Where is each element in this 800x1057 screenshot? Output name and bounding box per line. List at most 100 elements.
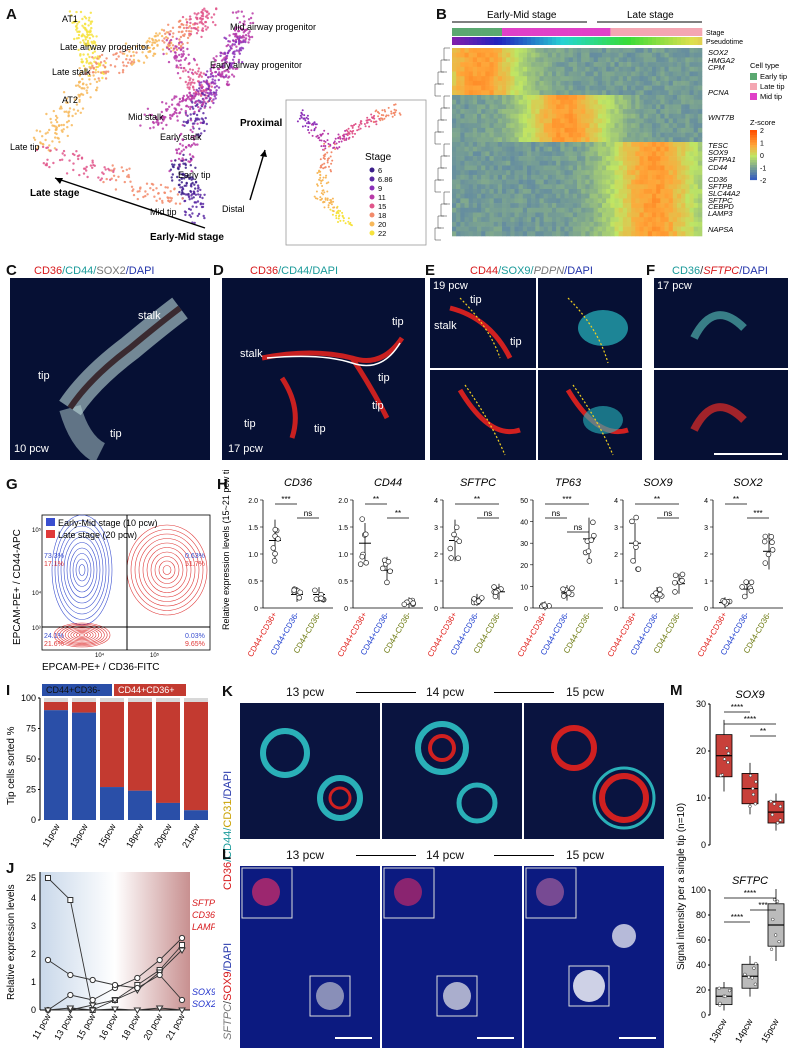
heatmap-cell — [681, 184, 686, 190]
umap-point — [82, 64, 86, 68]
heatmap-cell — [652, 57, 657, 63]
heatmap-cell — [677, 85, 682, 91]
heatmap-cell — [627, 198, 632, 204]
heatmap-cell — [589, 165, 594, 171]
umap-point — [235, 34, 238, 38]
umap-point — [81, 61, 84, 64]
heatmap-cell — [614, 212, 619, 218]
heatmap-cell — [697, 132, 703, 138]
heatmap-cell — [547, 132, 553, 138]
heatmap-cell — [527, 217, 532, 223]
umap-point — [128, 50, 131, 53]
heatmap-cell — [627, 207, 632, 213]
heatmap-cell — [656, 226, 661, 232]
heatmap-cell — [681, 80, 686, 86]
heatmap-cell — [468, 85, 474, 91]
heatmap-cell — [677, 179, 682, 185]
umap-point — [170, 46, 173, 50]
data-point — [384, 579, 390, 586]
stage-bar — [643, 28, 649, 36]
umap-point — [251, 21, 255, 25]
heatmap-cell — [522, 71, 528, 77]
heatmap-cell — [485, 142, 490, 147]
umap-point — [193, 110, 196, 114]
inset-point — [399, 113, 402, 116]
umap-point — [46, 146, 49, 149]
heatmap-cell — [547, 226, 553, 232]
heatmap-cell — [502, 170, 507, 176]
heatmap-cell — [614, 80, 619, 86]
heatmap-cell — [556, 221, 561, 227]
umap-point — [209, 75, 212, 78]
umap-point — [182, 26, 186, 30]
umap-point — [89, 164, 93, 167]
umap-point — [85, 83, 88, 87]
heatmap-cell — [597, 66, 603, 72]
heatmap-cell — [535, 109, 540, 115]
heatmap-cell — [697, 52, 703, 58]
heatmap-cell — [631, 118, 636, 124]
heatmap-cell — [681, 189, 686, 194]
heatmap-cell — [539, 118, 544, 124]
panel-label: I — [6, 682, 11, 699]
dendrogram-branch — [440, 59, 447, 73]
heatmap-cell — [618, 217, 624, 223]
heatmap-cell — [539, 90, 544, 96]
heatmap-cell — [622, 109, 628, 115]
umap-point — [175, 59, 178, 62]
heatmap-cell — [452, 71, 457, 77]
cluster-label: Mid tip — [150, 207, 177, 217]
heatmap-cell — [522, 146, 528, 152]
heatmap-cell — [527, 123, 532, 129]
heatmap-cell — [481, 170, 486, 176]
heatmap-cell — [510, 198, 515, 204]
heatmap-cell — [635, 137, 640, 143]
umap-point — [160, 28, 164, 31]
heatmap-cell — [560, 80, 565, 86]
heatmap-cell — [581, 132, 586, 138]
heatmap-cell — [664, 217, 669, 223]
heatmap-cell — [597, 174, 603, 180]
heatmap-cell — [452, 203, 457, 209]
heatmap-cell — [697, 113, 703, 119]
heatmap-cell — [539, 151, 544, 157]
heatmap-cell — [485, 170, 490, 176]
umap-point — [210, 85, 213, 88]
heatmap-cell — [539, 226, 544, 232]
y-tick-label: 0 — [524, 606, 528, 613]
heatmap-cell — [522, 99, 528, 105]
heatmap-cell — [593, 109, 599, 115]
heatmap-cell — [564, 113, 569, 119]
heatmap-cell — [481, 165, 486, 171]
heatmap-cell — [668, 99, 674, 105]
heatmap-cell — [635, 99, 640, 105]
data-point — [44, 956, 52, 964]
umap-point — [84, 38, 87, 41]
heatmap-cell — [472, 104, 478, 110]
umap-point — [181, 138, 184, 141]
heatmap-cell — [652, 156, 657, 162]
umap-point — [37, 145, 40, 148]
heatmap-cell — [672, 212, 678, 218]
heatmap-cell — [493, 132, 499, 138]
heatmap-cell — [668, 212, 674, 218]
umap-point — [188, 86, 191, 89]
heatmap-cell — [514, 160, 519, 166]
umap-point — [235, 49, 238, 52]
umap-point — [201, 85, 204, 89]
umap-point — [233, 55, 236, 59]
heatmap-cell — [460, 142, 465, 147]
heatmap-cell — [656, 217, 661, 223]
heatmap-cell — [531, 184, 536, 190]
heatmap-cell — [464, 179, 469, 185]
umap-point — [175, 64, 178, 67]
heatmap-cell — [518, 123, 524, 129]
heatmap-cell — [602, 132, 607, 138]
heatmap-cell — [456, 226, 461, 232]
heatmap-cell — [456, 48, 461, 53]
umap-point — [95, 35, 98, 38]
umap-point — [205, 11, 209, 14]
panel-i: I Tip cells sorted % CD44+CD36- CD44+CD36+… — [0, 680, 215, 860]
heatmap-cell — [477, 212, 482, 218]
heatmap-cell — [631, 221, 636, 227]
